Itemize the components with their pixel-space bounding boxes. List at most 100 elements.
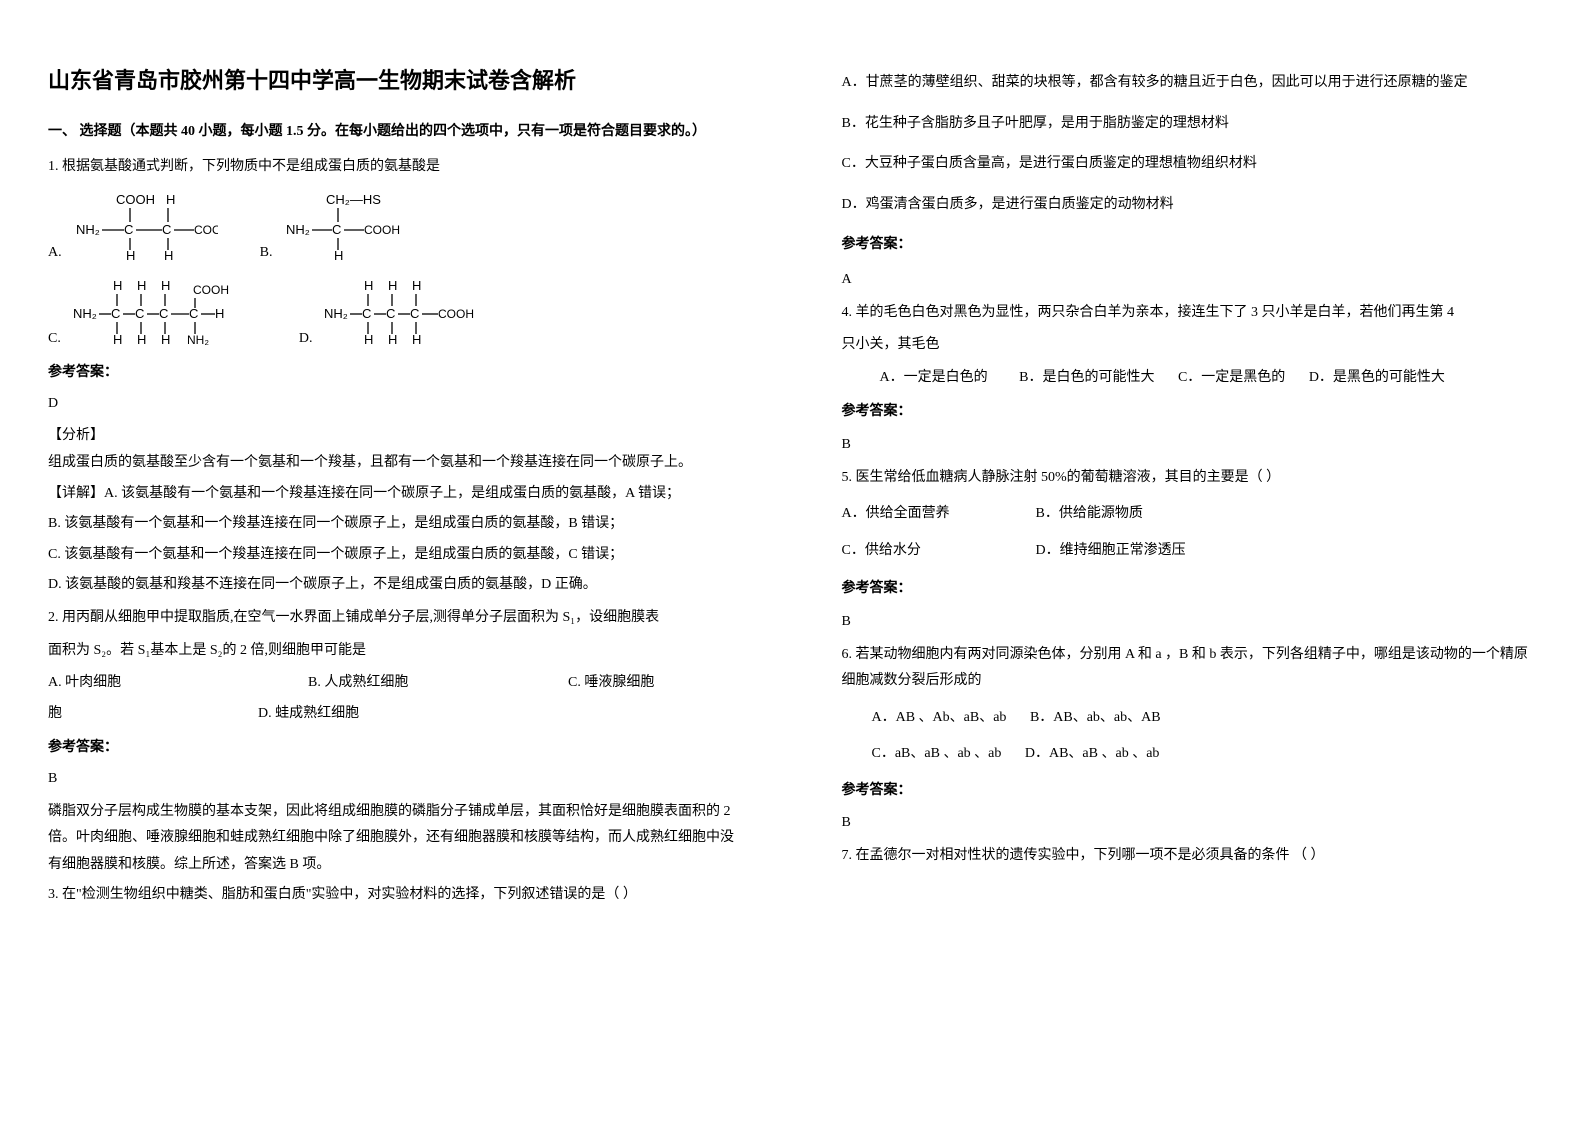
- svg-text:C: C: [386, 306, 395, 321]
- q4-stem-line1: 4. 羊的毛色白色对黑色为显性，两只杂合白羊为亲本，接连生下了 3 只小羊是白羊…: [842, 300, 1540, 327]
- svg-text:H: H: [166, 192, 175, 207]
- q2-opt-c-suffix: 胞: [48, 701, 88, 728]
- svg-text:COOH: COOH: [194, 223, 218, 237]
- q5-opt-a: A．供给全面营养: [842, 501, 1022, 528]
- svg-text:NH₂: NH₂: [324, 306, 348, 321]
- svg-text:NH₂: NH₂: [187, 333, 209, 347]
- q2-answer-label: 参考答案：: [48, 735, 746, 762]
- q2-opt-d: D. 蛙成熟红细胞: [258, 701, 359, 728]
- q4-options: A．一定是白色的 B．是白色的可能性大 C．一定是黑色的 D．是黑色的可能性大: [842, 365, 1540, 392]
- q4-opt-b: B．是白色的可能性大: [1019, 365, 1154, 392]
- svg-text:C: C: [111, 306, 120, 321]
- q1-opt-c-label: C.: [48, 326, 61, 353]
- q2-opt-a: A. 叶肉细胞: [48, 670, 248, 697]
- q1-opt-d-label: D.: [299, 326, 313, 353]
- svg-text:H: H: [137, 278, 146, 293]
- q1-structure-a: COOH H NH₂ C C COOH: [66, 188, 220, 266]
- q3-stem: 3. 在"检测生物组织中糖类、脂肪和蛋白质"实验中，对实验材料的选择，下列叙述错…: [48, 882, 746, 909]
- svg-text:H: H: [412, 278, 421, 293]
- q5-opt-b: B．供给能源物质: [1036, 501, 1143, 528]
- svg-text:H: H: [215, 306, 224, 321]
- q1-analysis-label: 【分析】: [48, 423, 746, 450]
- q6-answer: B: [842, 810, 1540, 837]
- q1-structure-d: HHH NH₂ C C C COOH: [316, 274, 490, 352]
- q6-answer-label: 参考答案：: [842, 778, 1540, 805]
- q4-opt-d: D．是黑色的可能性大: [1309, 365, 1445, 392]
- svg-text:H: H: [161, 278, 170, 293]
- q1-stem: 1. 根据氨基酸通式判断，下列物质中不是组成蛋白质的氨基酸是: [48, 154, 746, 181]
- q6-stem: 6. 若某动物细胞内有两对同源染色体，分别用 A 和 a ，B 和 b 表示，下…: [842, 642, 1540, 695]
- q1-opt-d: D. HHH NH₂ C C: [299, 274, 491, 352]
- svg-text:COOH: COOH: [364, 223, 400, 237]
- q1-options-row-2: C. HHH COOH NH₂ C: [48, 274, 746, 352]
- q5-stem: 5. 医生常给低血糖病人静脉注射 50%的葡萄糖溶液，其目的主要是（ ）: [842, 465, 1540, 492]
- svg-text:H: H: [137, 332, 146, 347]
- svg-text:CH₂—HS: CH₂—HS: [326, 192, 381, 207]
- q4-answer-label: 参考答案：: [842, 399, 1540, 426]
- q1-opt-b-label: B.: [260, 240, 273, 267]
- q1-opt-a: A. COOH H NH₂ C C: [48, 188, 220, 266]
- svg-text:NH₂: NH₂: [73, 306, 97, 321]
- q4-opt-c: C．一定是黑色的: [1178, 365, 1285, 392]
- section-1-header: 一、 选择题（本题共 40 小题，每小题 1.5 分。在每小题给出的四个选项中，…: [48, 120, 746, 144]
- q3-opt-b: B．花生种子含脂肪多且子叶肥厚，是用于脂肪鉴定的理想材料: [842, 111, 1540, 138]
- svg-text:H: H: [161, 332, 170, 347]
- svg-text:C: C: [410, 306, 419, 321]
- svg-text:H: H: [364, 278, 373, 293]
- q5-answer: B: [842, 609, 1540, 636]
- q2-opt-b: B. 人成熟红细胞: [308, 670, 508, 697]
- q6-options-row1: A．AB 、Ab、aB、ab B．AB、ab、ab、AB: [842, 705, 1540, 732]
- q1-analysis-text: 组成蛋白质的氨基酸至少含有一个氨基和一个羧基，且都有一个氨基和一个羧基连接在同一…: [48, 450, 746, 477]
- q5-opt-c: C．供给水分: [842, 538, 1022, 565]
- q2-answer: B: [48, 766, 746, 793]
- q6-options-row2: C．aB、aB 、ab 、ab D．AB、aB 、ab 、ab: [842, 741, 1540, 768]
- q1-opt-a-label: A.: [48, 240, 62, 267]
- q7-stem: 7. 在孟德尔一对相对性状的遗传实验中，下列哪一项不是必须具备的条件 （ ）: [842, 843, 1540, 870]
- q5-options-row1: A．供给全面营养 B．供给能源物质: [842, 501, 1540, 528]
- q1-detail-d: D. 该氨基酸的氨基和羧基不连接在同一个碳原子上，不是组成蛋白质的氨基酸，D 正…: [48, 572, 746, 599]
- q6-opt-d: D．AB、aB 、ab 、ab: [1025, 741, 1160, 768]
- q4-answer: B: [842, 432, 1540, 459]
- svg-text:C: C: [332, 222, 341, 237]
- svg-text:H: H: [388, 332, 397, 347]
- svg-text:COOH: COOH: [438, 307, 474, 321]
- svg-text:C: C: [189, 306, 198, 321]
- q4-stem-line2: 只小关，其毛色: [842, 332, 1540, 359]
- svg-text:C: C: [159, 306, 168, 321]
- q2-opt-c: C. 唾液腺细胞: [568, 670, 654, 697]
- svg-text:C: C: [135, 306, 144, 321]
- q1-detail-b: B. 该氨基酸有一个氨基和一个羧基连接在同一个碳原子上，是组成蛋白质的氨基酸，B…: [48, 511, 746, 538]
- right-column: A．甘蔗茎的薄壁组织、甜菜的块根等，都含有较多的糖且近于白色，因此可以用于进行还…: [794, 0, 1587, 1122]
- q5-options-row2: C．供给水分 D．维持细胞正常渗透压: [842, 538, 1540, 565]
- q1-detail-c: C. 该氨基酸有一个氨基和一个羧基连接在同一个碳原子上，是组成蛋白质的氨基酸，C…: [48, 542, 746, 569]
- left-column: 山东省青岛市胶州第十四中学高一生物期末试卷含解析 一、 选择题（本题共 40 小…: [0, 0, 794, 1122]
- q6-opt-a: A．AB 、Ab、aB、ab: [872, 705, 1007, 732]
- q1-structure-c: HHH COOH NH₂ C C C: [65, 274, 259, 352]
- q2-options-row2: 胞 D. 蛙成熟红细胞: [48, 701, 746, 728]
- svg-text:H: H: [164, 248, 173, 262]
- svg-text:C: C: [124, 222, 133, 237]
- q1-structure-b: CH₂—HS NH₂ C COOH H: [276, 188, 430, 266]
- svg-text:NH₂: NH₂: [286, 222, 310, 237]
- q1-answer-label: 参考答案：: [48, 360, 746, 387]
- svg-text:H: H: [388, 278, 397, 293]
- q4-opt-a: A．一定是白色的: [880, 365, 988, 392]
- page-title: 山东省青岛市胶州第十四中学高一生物期末试卷含解析: [48, 60, 746, 102]
- q2-explanation: 磷脂双分子层构成生物膜的基本支架，因此将组成细胞膜的磷脂分子铺成单层，其面积恰好…: [48, 799, 746, 879]
- q6-opt-b: B．AB、ab、ab、AB: [1030, 705, 1161, 732]
- svg-text:H: H: [364, 332, 373, 347]
- svg-text:H: H: [113, 332, 122, 347]
- q2-stem-line1: 2. 用丙酮从细胞甲中提取脂质,在空气一水界面上铺成单分子层,测得单分子层面积为…: [48, 605, 746, 632]
- q6-opt-c: C．aB、aB 、ab 、ab: [872, 741, 1002, 768]
- q3-opt-d: D．鸡蛋清含蛋白质多，是进行蛋白质鉴定的动物材料: [842, 192, 1540, 219]
- q2-options: A. 叶肉细胞 B. 人成熟红细胞 C. 唾液腺细胞: [48, 670, 746, 697]
- svg-text:COOH: COOH: [193, 283, 229, 297]
- q3-answer: A: [842, 267, 1540, 294]
- svg-text:C: C: [362, 306, 371, 321]
- q1-answer: D: [48, 391, 746, 418]
- q1-opt-c: C. HHH COOH NH₂ C: [48, 274, 259, 352]
- q5-opt-d: D．维持细胞正常渗透压: [1036, 538, 1186, 565]
- svg-text:H: H: [412, 332, 421, 347]
- q3-opt-a: A．甘蔗茎的薄壁组织、甜菜的块根等，都含有较多的糖且近于白色，因此可以用于进行还…: [842, 70, 1540, 97]
- q3-opt-c: C．大豆种子蛋白质含量高，是进行蛋白质鉴定的理想植物组织材料: [842, 151, 1540, 178]
